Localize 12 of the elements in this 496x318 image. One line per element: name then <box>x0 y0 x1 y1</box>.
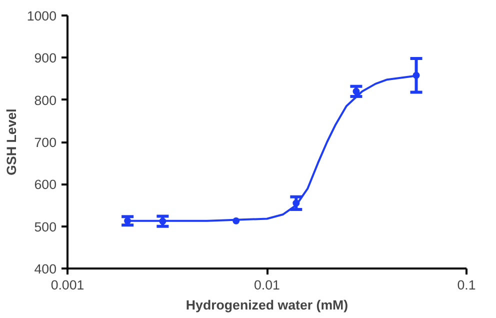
y-tick-label: 600 <box>34 177 57 192</box>
x-tick-label: 0.1 <box>457 278 476 292</box>
y-tick-label: 400 <box>34 262 57 276</box>
x-axis-title: Hydrogenized water (mM) <box>186 298 348 312</box>
y-tick-label: 1000 <box>26 8 57 24</box>
x-tick-label: 0.01 <box>254 278 280 292</box>
y-axis-title: GSH Level <box>4 108 19 176</box>
x-tick-label: 0.001 <box>50 278 84 292</box>
y-tick-label: 500 <box>34 219 57 234</box>
y-tick-label: 800 <box>34 92 57 108</box>
y-tick-label: 700 <box>34 135 57 150</box>
y-tick-label: 900 <box>34 50 57 66</box>
